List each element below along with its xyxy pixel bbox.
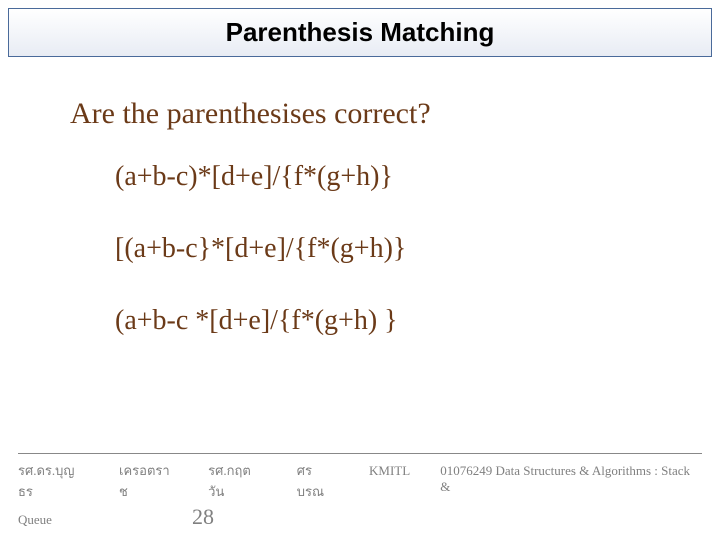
slide-title: Parenthesis Matching [9, 17, 711, 48]
expression-3: (a+b-c *[d+e]/{f*(g+h) } [115, 305, 720, 337]
footer-divider [18, 453, 702, 454]
question-text: Are the parenthesises correct? [70, 97, 720, 131]
footer-author-4: ศรบรณ [297, 460, 339, 502]
footer: รศ.ดร.บุญธร เครอตราช รศ.กฤตวัน ศรบรณ KMI… [0, 453, 720, 530]
page-number: 28 [192, 504, 214, 530]
footer-row-1: รศ.ดร.บุญธร เครอตราช รศ.กฤตวัน ศรบรณ KMI… [18, 460, 702, 502]
footer-author-3: รศ.กฤตวัน [208, 460, 267, 502]
content-area: Are the parenthesises correct? (a+b-c)*[… [0, 57, 720, 337]
footer-course: 01076249 Data Structures & Algorithms : … [440, 463, 702, 495]
expression-1: (a+b-c)*[d+e]/{f*(g+h)} [115, 161, 720, 193]
footer-course-2: Queue [18, 512, 52, 528]
expression-2: [(a+b-c}*[d+e]/{f*(g+h)} [115, 233, 720, 265]
footer-row-2: Queue 28 [18, 504, 702, 530]
footer-author-1: รศ.ดร.บุญธร [18, 460, 89, 502]
title-box: Parenthesis Matching [8, 8, 712, 57]
footer-institution: KMITL [369, 463, 410, 479]
footer-author-2: เครอตราช [119, 460, 178, 502]
